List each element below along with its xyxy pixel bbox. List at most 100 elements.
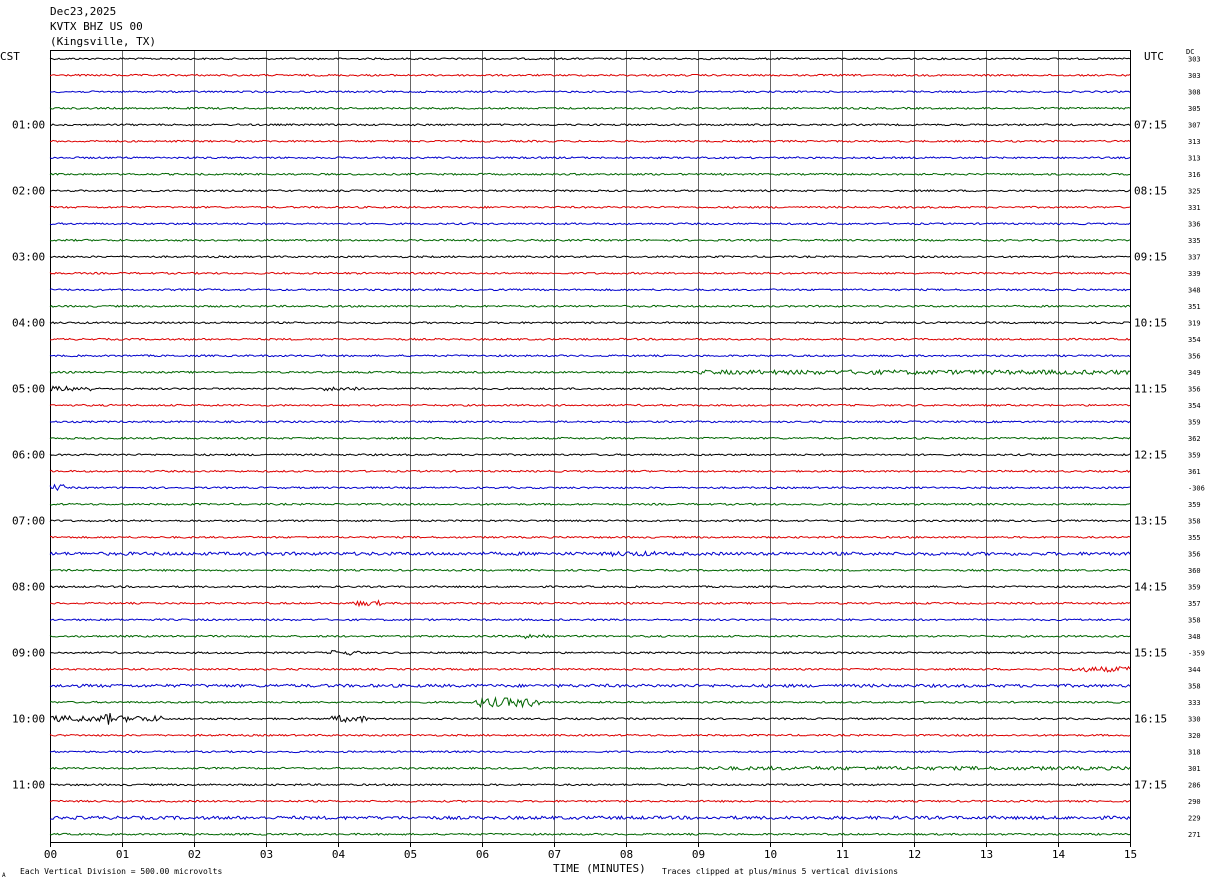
left-hour-label-04:00: 04:00 [12, 316, 45, 329]
right-hour-label-08:15: 08:15 [1134, 184, 1167, 197]
dc-offset-row-24: 362 [1188, 435, 1201, 443]
trace-row-24 [49, 436, 1131, 440]
dc-offset-row-44: 301 [1188, 765, 1201, 773]
dc-offset-row-15: 348 [1188, 286, 1201, 294]
x-tick-label-14: 14 [1052, 848, 1066, 861]
dc-offset-row-41: 330 [1188, 715, 1201, 723]
plot-frame [50, 50, 1131, 843]
trace-row-15 [49, 288, 1131, 292]
trace-row-9 [49, 189, 1131, 193]
trace-row-10 [49, 205, 1131, 209]
clip-note: Traces clipped at plus/minus 5 vertical … [662, 867, 899, 876]
trace-row-11 [49, 222, 1131, 226]
trace-row-7 [49, 156, 1131, 160]
trace-row-16 [49, 304, 1131, 308]
right-hour-labels: 07:15 08:15 09:15 10:15 11:15 12:15 13:15 14:15… [1134, 118, 1167, 791]
date-label: Dec23,2025 [50, 5, 117, 18]
trace-row-29 [49, 519, 1131, 523]
seismic-traces [49, 57, 1131, 836]
dc-offset-row-2: 303 [1188, 72, 1201, 80]
vertical-gridlines [122, 50, 1059, 842]
dc-offset-row-43: 318 [1188, 748, 1201, 756]
trace-row-31 [49, 550, 1131, 558]
trace-row-6 [49, 139, 1131, 143]
right-hour-label-14:15: 14:15 [1134, 580, 1167, 593]
x-tick-label-07: 07 [548, 848, 561, 861]
x-tick-label-06: 06 [476, 848, 489, 861]
left-hour-label-10:00: 10:00 [12, 712, 45, 725]
location-label: (Kingsville, TX) [50, 35, 156, 48]
dc-offset-row-17: 319 [1188, 319, 1201, 327]
trace-row-3 [49, 90, 1131, 94]
dc-offset-row-4: 305 [1188, 105, 1201, 113]
trace-row-14 [49, 271, 1131, 275]
left-hour-label-06:00: 06:00 [12, 448, 45, 461]
right-hour-label-17:15: 17:15 [1134, 778, 1167, 791]
trace-row-21 [49, 385, 1131, 392]
trace-row-35 [49, 618, 1131, 622]
dc-offset-labels: 303 303 308 305 307 313 313 316 325 331 336 335 337 3… [1188, 55, 1205, 839]
dc-offset-row-47: 229 [1188, 814, 1201, 822]
dc-offset-header: DC [1186, 48, 1195, 56]
trace-row-8 [49, 172, 1131, 176]
trace-row-18 [49, 337, 1131, 341]
x-tick-label-05: 05 [404, 848, 417, 861]
dc-offset-row-5: 307 [1188, 121, 1201, 129]
left-timezone-label: CST [0, 50, 20, 63]
dc-offset-row-19: 356 [1188, 352, 1201, 360]
dc-offset-row-12: 335 [1188, 237, 1201, 245]
trace-row-47 [49, 815, 1131, 821]
dc-offset-row-48: 271 [1188, 831, 1201, 839]
dc-offset-row-45: 286 [1188, 781, 1201, 789]
dc-offset-row-1: 303 [1188, 55, 1201, 63]
dc-offset-row-9: 325 [1188, 187, 1201, 195]
dc-offset-row-13: 337 [1188, 253, 1201, 261]
dc-offset-row-32: 360 [1188, 567, 1201, 575]
trace-row-36 [49, 633, 1131, 640]
trace-row-44 [49, 765, 1131, 772]
dc-offset-row-14: 339 [1188, 270, 1201, 278]
dc-offset-row-22: 354 [1188, 402, 1201, 410]
trace-row-19 [49, 354, 1131, 358]
right-hour-label-09:15: 09:15 [1134, 250, 1167, 263]
dc-offset-row-16: 351 [1188, 303, 1201, 311]
dc-offset-row-42: 320 [1188, 732, 1201, 740]
trace-row-12 [49, 238, 1131, 242]
trace-row-26 [49, 469, 1131, 473]
x-tick-label-00: 00 [44, 848, 57, 861]
dc-offset-row-40: 333 [1188, 699, 1201, 707]
trace-row-30 [49, 535, 1131, 539]
dc-offset-row-23: 359 [1188, 418, 1201, 426]
trace-row-41 [49, 713, 1131, 725]
trace-row-45 [49, 783, 1131, 787]
x-tick-label-13: 13 [980, 848, 993, 861]
trace-row-4 [49, 106, 1131, 110]
trace-row-5 [49, 123, 1131, 127]
trace-row-34 [50, 599, 1131, 608]
x-axis-title: TIME (MINUTES) [553, 862, 646, 875]
trace-row-46 [49, 799, 1131, 803]
x-axis-ticks: 00 01 02 03 04 05 06 07 08 09 10 11 12 13 14 15 [44, 842, 1137, 861]
x-tick-label-04: 04 [332, 848, 346, 861]
trace-row-20 [49, 368, 1131, 376]
right-hour-label-11:15: 11:15 [1134, 382, 1167, 395]
trace-row-25 [49, 453, 1131, 457]
right-hour-label-07:15: 07:15 [1134, 118, 1167, 131]
trace-row-38 [50, 665, 1131, 673]
trace-row-37 [49, 649, 1131, 656]
dc-offset-row-36: 348 [1188, 633, 1201, 641]
dc-offset-row-30: 355 [1188, 534, 1201, 542]
station-label: KVTX BHZ US 00 [50, 20, 143, 33]
dc-offset-row-33: 359 [1188, 583, 1201, 591]
dc-offset-row-26: 361 [1188, 468, 1201, 476]
x-tick-label-10: 10 [764, 848, 777, 861]
scale-note: Each Vertical Division = 500.00 microvol… [20, 867, 223, 876]
dc-offset-row-21: 356 [1188, 385, 1201, 393]
dc-offset-row-28: 359 [1188, 501, 1201, 509]
x-tick-label-08: 08 [620, 848, 633, 861]
trace-row-2 [49, 73, 1131, 77]
left-hour-label-09:00: 09:00 [12, 646, 45, 659]
left-hour-label-08:00: 08:00 [12, 580, 45, 593]
dc-offset-row-18: 354 [1188, 336, 1201, 344]
x-tick-label-15: 15 [1124, 848, 1137, 861]
